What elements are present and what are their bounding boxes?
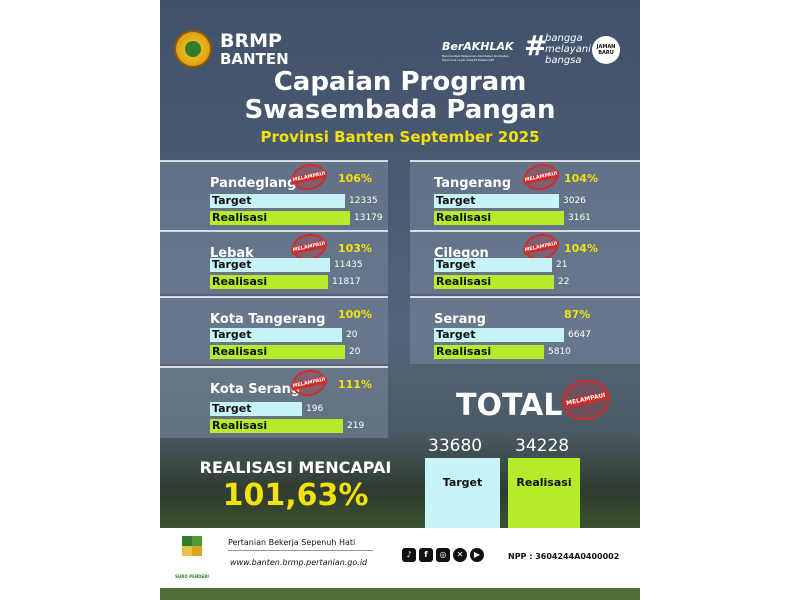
realisasi-bar-label: Realisasi — [212, 275, 268, 288]
total-realisasi-value: 34228 — [515, 436, 570, 456]
region-percent: 87% — [564, 308, 591, 321]
target-value: 196 — [306, 404, 324, 414]
total-label: TOTAL — [456, 388, 563, 423]
jaman-baru-badge: JAMAN BARU — [592, 36, 620, 64]
target-bar: Target — [434, 328, 564, 342]
region-percent: 103% — [338, 242, 372, 255]
logo-caption: SURO PENDERI — [175, 574, 209, 579]
realisasi-bar: Realisasi — [210, 345, 345, 359]
target-bar: Target — [210, 402, 302, 416]
region-panel: Pandeglang 106% MELAMPAUI Target 12335 Realis… — [160, 160, 388, 230]
realisasi-bar: Realisasi — [434, 275, 554, 289]
realisasi-bar-label: Realisasi — [436, 211, 492, 224]
target-bar-label: Target — [436, 194, 476, 207]
realisasi-bar-label: Realisasi — [436, 275, 492, 288]
region-name: Lebak — [210, 246, 254, 261]
summary-text: REALISASI MENCAPAI — [199, 458, 392, 477]
youtube-icon[interactable]: ▶ — [470, 548, 484, 562]
realisasi-bar-label: Realisasi — [212, 419, 268, 432]
berakhlak-tagline: Berorientasi Pelayanan Akuntabel Kompete… — [442, 54, 509, 62]
melampaui-stamp: MELAMPAUI — [521, 160, 561, 194]
target-bar-label: Target — [212, 258, 252, 271]
region-percent: 104% — [564, 242, 598, 255]
brmp-logo — [174, 30, 212, 68]
region-panel: Cilegon 104% MELAMPAUI Target 21 Realisasi 22 — [410, 230, 640, 294]
region-panel: Serang 87% Target 6647 Realisasi 5810 — [410, 296, 640, 364]
target-bar-label: Target — [212, 194, 252, 207]
target-value: 20 — [346, 330, 358, 340]
target-bar: Target — [210, 194, 345, 208]
social-icons: ♪ f ◎ ✕ ▶ — [402, 548, 484, 562]
total-realisasi-bar: Realisasi — [508, 458, 580, 528]
total-target-label: Target — [442, 476, 483, 489]
total-realisasi-label: Realisasi — [516, 476, 572, 489]
total-stamp: MELAMPAUI — [558, 375, 614, 425]
total-target-bar: Target — [425, 458, 500, 528]
realisasi-bar: Realisasi — [210, 211, 350, 225]
region-percent: 100% — [338, 308, 372, 321]
realisasi-bar: Realisasi — [210, 419, 343, 433]
footer-website[interactable]: www.banten.brmp.pertanian.go.id — [230, 558, 368, 567]
realisasi-bar: Realisasi — [210, 275, 328, 289]
subtitle: Provinsi Banten September 2025 — [260, 128, 540, 146]
x-icon[interactable]: ✕ — [453, 548, 467, 562]
bangga-melayani-bangsa: bangga melayani bangsa — [545, 33, 591, 66]
realisasi-bar: Realisasi — [434, 211, 564, 225]
region-name: Kota Tangerang — [210, 312, 326, 327]
region-name: Serang — [434, 312, 486, 327]
footer-motto: Pertanian Bekerja Sepenuh Hati — [228, 538, 356, 547]
target-bar-label: Target — [212, 328, 252, 341]
target-bar: Target — [434, 258, 552, 272]
summary-percent: 101,63% — [222, 478, 369, 513]
region-percent: 106% — [338, 172, 372, 185]
realisasi-bar: Realisasi — [434, 345, 544, 359]
brand-line1: BRMP — [220, 30, 282, 52]
realisasi-bar-label: Realisasi — [212, 211, 268, 224]
region-panel: Kota Serang 111% MELAMPAUI Target 196 Realisa… — [160, 366, 388, 438]
region-panel: Tangerang 104% MELAMPAUI Target 3026 Realisas… — [410, 160, 640, 230]
target-value: 11435 — [334, 260, 363, 270]
realisasi-value: 13179 — [354, 213, 383, 223]
title-line1: Capaian Program — [273, 67, 527, 97]
suro-penderi-logo — [178, 534, 206, 568]
realisasi-value: 20 — [349, 347, 361, 357]
region-percent: 104% — [564, 172, 598, 185]
target-bar: Target — [210, 328, 342, 342]
region-name: Cilegon — [434, 246, 489, 261]
region-name: Tangerang — [434, 176, 512, 191]
footer-divider — [228, 550, 373, 551]
footer: SURO PENDERI Pertanian Bekerja Sepenuh H… — [160, 528, 640, 588]
realisasi-value: 5810 — [548, 347, 571, 357]
target-value: 21 — [556, 260, 568, 270]
instagram-icon[interactable]: ◎ — [436, 548, 450, 562]
target-value: 12335 — [349, 196, 378, 206]
realisasi-value: 3161 — [568, 213, 591, 223]
total-target-value: 33680 — [428, 436, 483, 456]
region-name: Pandeglang — [210, 176, 297, 191]
title-line2: Swasembada Pangan — [244, 95, 556, 125]
realisasi-value: 11817 — [332, 277, 361, 287]
berakhlak-logo: BerAKHLAK — [442, 40, 514, 53]
target-bar: Target — [434, 194, 559, 208]
target-bar: Target — [210, 258, 330, 272]
tiktok-icon[interactable]: ♪ — [402, 548, 416, 562]
hashtag-icon: # — [524, 29, 548, 62]
realisasi-bar-label: Realisasi — [212, 345, 268, 358]
region-name: Kota Serang — [210, 382, 301, 397]
target-value: 6647 — [568, 330, 591, 340]
realisasi-value: 22 — [558, 277, 570, 287]
target-value: 3026 — [563, 196, 586, 206]
target-bar-label: Target — [212, 402, 252, 415]
footer-npp: NPP : 3604244A0400002 — [508, 552, 620, 561]
realisasi-bar-label: Realisasi — [436, 345, 492, 358]
realisasi-value: 219 — [347, 421, 365, 431]
brand-line2: BANTEN — [220, 50, 289, 68]
poster: BRMP BANTEN BerAKHLAK Berorientasi Pelay… — [160, 0, 640, 600]
region-percent: 111% — [338, 378, 372, 391]
facebook-icon[interactable]: f — [419, 548, 433, 562]
target-bar-label: Target — [436, 328, 476, 341]
target-bar-label: Target — [436, 258, 476, 271]
region-panel: Lebak 103% MELAMPAUI Target 11435 Realisasi 11… — [160, 230, 388, 294]
region-panel: Kota Tangerang 100% Target 20 Realisasi 20 — [160, 296, 388, 364]
